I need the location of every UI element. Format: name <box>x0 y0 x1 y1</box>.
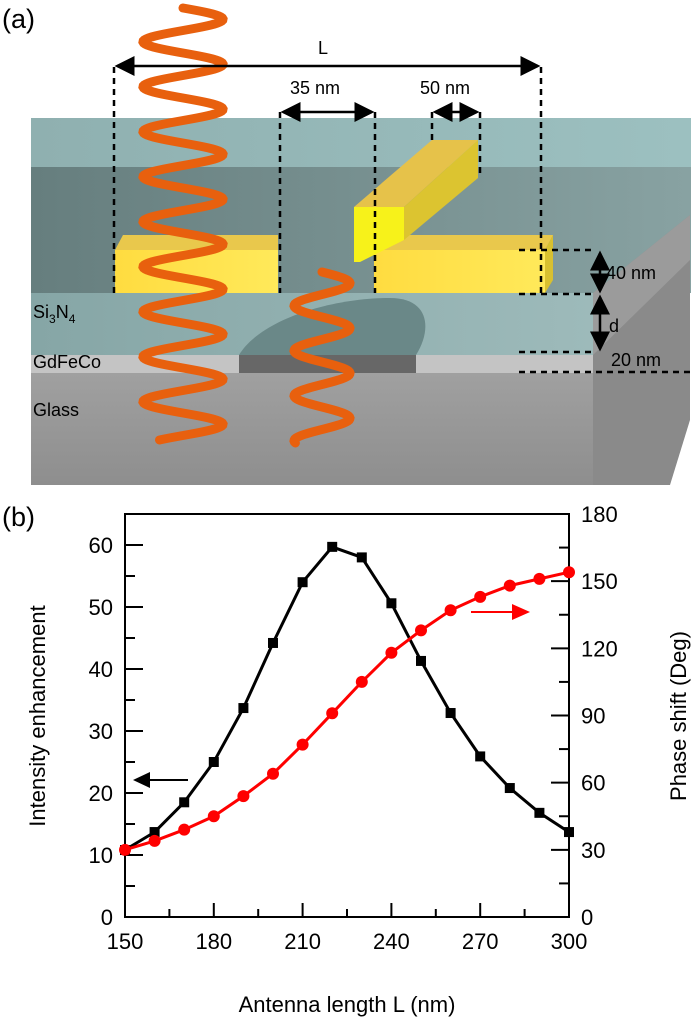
gold-antenna <box>115 140 553 293</box>
series-0-point <box>534 807 545 818</box>
left-y-tick-label: 50 <box>89 595 113 620</box>
x-tick-label: 240 <box>373 929 410 954</box>
series-0-point <box>445 708 456 719</box>
series-0-point <box>386 598 397 609</box>
series-0-point <box>327 541 338 552</box>
right-axis-indicator-arrow-icon <box>471 604 530 620</box>
series-0-point <box>504 783 515 794</box>
series-1-point <box>355 675 368 688</box>
cladding-top-layer <box>31 118 691 167</box>
left-y-tick-label: 60 <box>89 533 113 558</box>
left-y-tick-label: 0 <box>101 905 113 930</box>
film-thickness-label: 20 nm <box>611 350 661 370</box>
series-1-point <box>503 579 516 592</box>
series-1-point <box>444 604 457 617</box>
x-tick-label: 300 <box>551 929 588 954</box>
dimension-arrows <box>114 56 610 352</box>
transmitted-light-helix-icon <box>289 267 355 448</box>
series-0-point <box>149 827 160 838</box>
right-y-tick-label: 30 <box>581 838 605 863</box>
series-1-point <box>296 738 309 751</box>
series-0-point <box>297 577 308 588</box>
dimension-L-label: L <box>318 38 328 58</box>
right-y-axis-title: Phase shift (Deg) <box>666 631 691 801</box>
right-arm <box>374 250 545 293</box>
spacing-d-label: d <box>609 316 619 336</box>
series-0-point <box>564 827 574 838</box>
series-1-point <box>533 572 546 585</box>
left-y-axis-title: Intensity enhancement <box>25 605 50 826</box>
tilted-arm-front <box>354 207 404 262</box>
gdfeco-label: GdFeCo <box>33 352 101 372</box>
left-y-tick-label: 20 <box>89 781 113 806</box>
series-0-line <box>124 545 570 852</box>
series-1-point <box>474 590 487 603</box>
right-arm-top <box>374 235 553 250</box>
left-y-tick-label: 40 <box>89 657 113 682</box>
series-0-point <box>208 757 219 767</box>
x-tick-label: 180 <box>195 929 232 954</box>
panel-a-diagram: (a) <box>2 3 691 485</box>
hot-spot-field <box>239 298 426 355</box>
dimension-guides <box>112 67 690 374</box>
x-tick-label: 270 <box>462 929 499 954</box>
series-1-point <box>237 790 250 803</box>
series-0-point <box>179 797 190 808</box>
series-1-point <box>385 646 398 659</box>
series-1-point <box>563 566 575 579</box>
panel-a-label: (a) <box>2 4 35 34</box>
series-0-point <box>356 552 367 563</box>
right-y-tick-label: 120 <box>581 636 618 661</box>
plot-frame <box>124 513 570 918</box>
thickness-label: 40 nm <box>606 263 656 283</box>
x-tick-label: 210 <box>284 929 321 954</box>
series-1-point <box>326 707 339 720</box>
right-y-tick-label: 90 <box>581 704 605 729</box>
tilted-arm-top <box>354 140 478 207</box>
series-1-point <box>207 810 220 823</box>
series-0-point <box>416 655 426 666</box>
x-tick-label: 150 <box>107 929 144 954</box>
gap-label: 35 nm <box>290 78 340 98</box>
left-arm-top <box>115 235 278 250</box>
series-0-point <box>475 751 486 762</box>
left-axis-indicator-arrow-icon <box>133 772 188 788</box>
series-1-point <box>178 823 191 836</box>
series-0-point <box>268 637 278 648</box>
series-0-point <box>238 703 249 714</box>
right-y-tick-label: 0 <box>581 905 593 930</box>
series-1-line <box>124 570 570 852</box>
right-y-tick-label: 60 <box>581 771 605 796</box>
si3n4-label: Si3N4 <box>33 302 76 326</box>
incident-light-helix-icon <box>138 3 228 445</box>
glass-label: Glass <box>33 400 79 420</box>
width-label: 50 nm <box>420 78 470 98</box>
x-axis-title: Antenna length L (nm) <box>239 992 456 1017</box>
left-y-tick-label: 10 <box>89 843 113 868</box>
panel-b-chart: (b) 150 180 210 240 270 300010203040506003060… <box>2 502 691 1017</box>
series-1-point <box>148 834 161 847</box>
left-y-tick-label: 30 <box>89 719 113 744</box>
right-y-tick-label: 180 <box>581 502 618 527</box>
series-1-point <box>119 843 131 856</box>
right-y-tick-label: 150 <box>581 569 618 594</box>
series-1-point <box>415 624 427 637</box>
series-1-point <box>267 767 279 780</box>
panel-b-label: (b) <box>2 502 35 532</box>
substrate-side-top <box>593 215 690 355</box>
